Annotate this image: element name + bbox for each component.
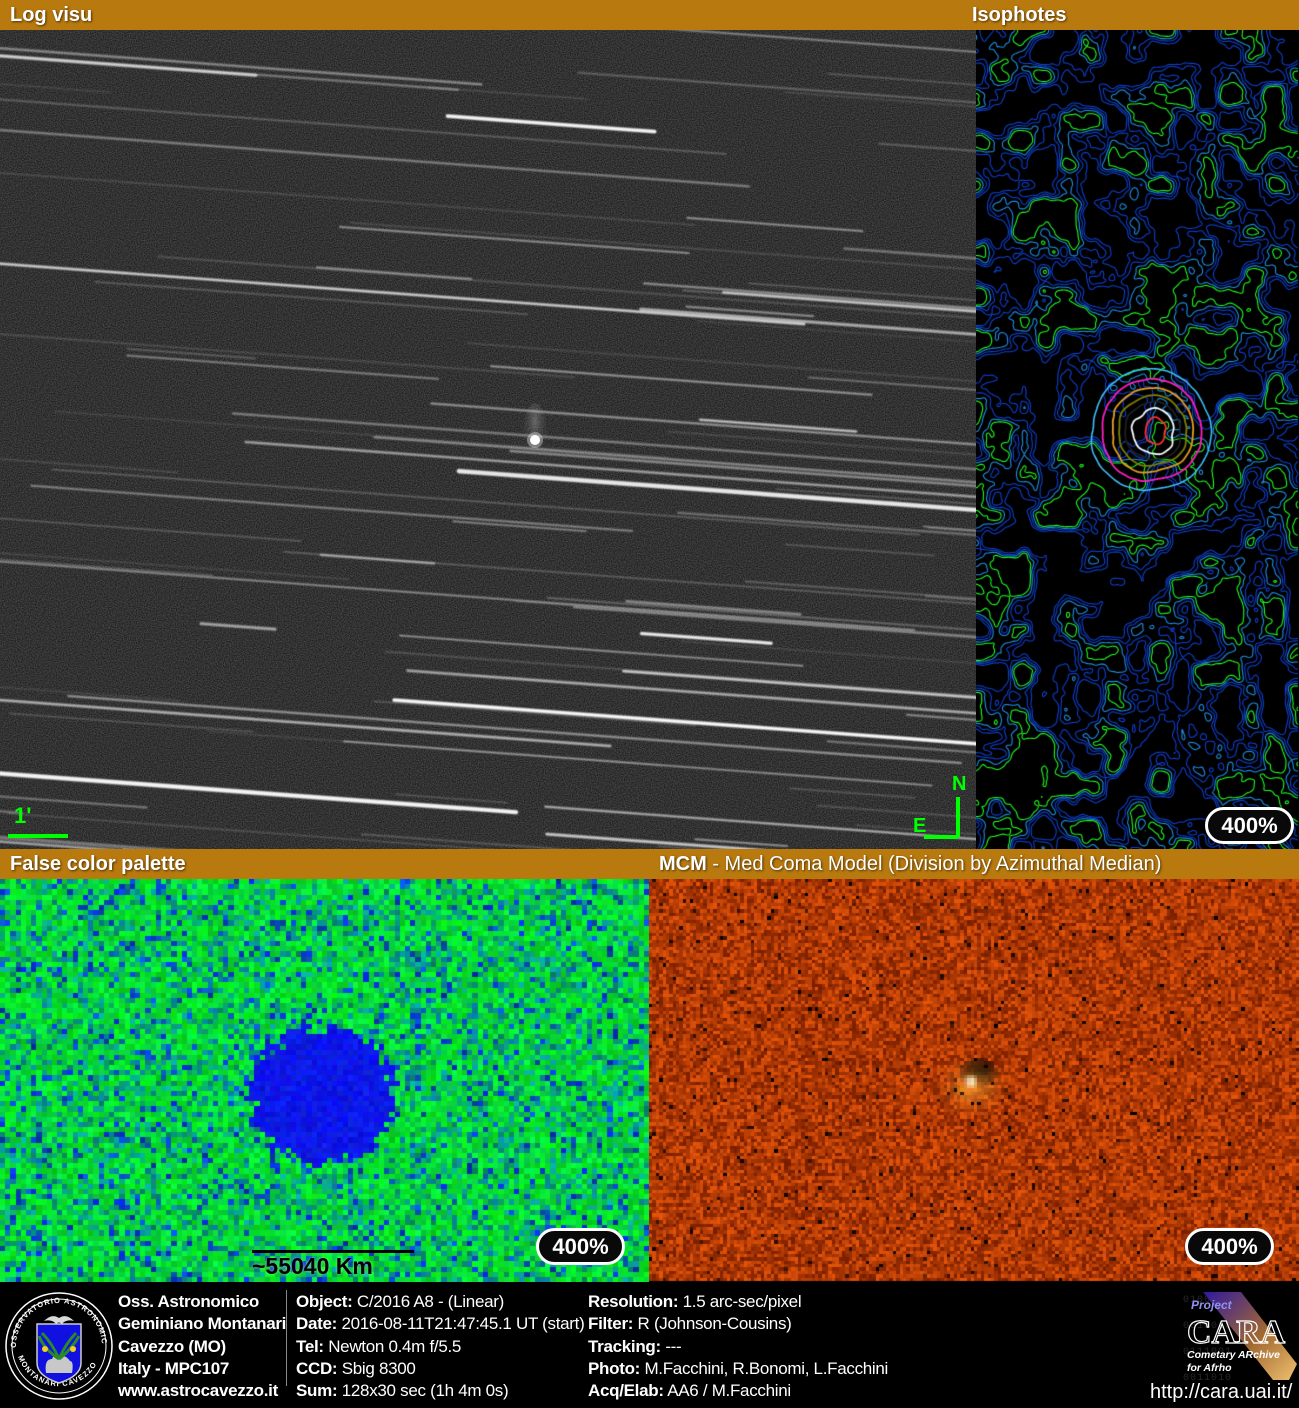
svg-text:N: N bbox=[952, 773, 966, 795]
svg-text:Cometary ARchive: Cometary ARchive bbox=[1187, 1349, 1280, 1361]
svg-text:Project: Project bbox=[1191, 1298, 1233, 1312]
svg-text:for Afrho: for Afrho bbox=[1187, 1362, 1232, 1374]
svg-text:1': 1' bbox=[14, 803, 31, 828]
svg-text:E: E bbox=[913, 815, 926, 837]
svg-text:CARA: CARA bbox=[1187, 1314, 1286, 1351]
